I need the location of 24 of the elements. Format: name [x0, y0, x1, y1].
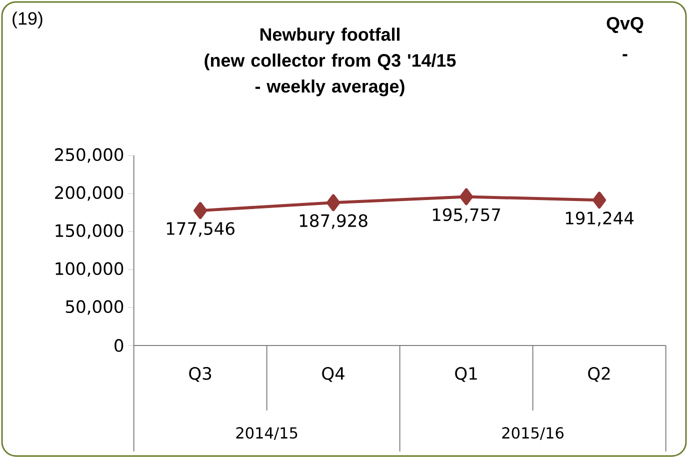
point	[194, 202, 208, 220]
y-tick-label: 150,000	[56, 224, 124, 239]
x-tick-label: Q1	[455, 367, 477, 382]
y-tick-label: 50,000	[66, 300, 124, 315]
data-label: 187,928	[300, 214, 368, 229]
x-tick-label: Q4	[322, 367, 344, 382]
data-label: 177,546	[166, 222, 234, 237]
text: 2015/16	[502, 427, 564, 440]
data-label: 191,244	[566, 212, 634, 226]
text: -	[622, 54, 628, 56]
y-tick-label: 100,000	[56, 262, 124, 277]
point	[592, 192, 606, 209]
x-tick-label: Q2	[588, 367, 610, 382]
text: 2014/15	[236, 427, 298, 440]
y-tick-label: 250,000	[55, 148, 124, 163]
chart-title: Newbury footfall (new collector from Q3 '14/15 - weekly average)	[204, 28, 456, 96]
x-tick-label: Q3	[189, 367, 212, 382]
y-tick-label: 200,000	[55, 186, 124, 201]
point	[460, 188, 474, 206]
text: QvQ	[606, 16, 644, 34]
text: (19)	[12, 12, 42, 28]
data-label: 195,757	[432, 208, 500, 223]
y-tick-label: 0	[114, 339, 124, 352]
point	[326, 194, 340, 212]
